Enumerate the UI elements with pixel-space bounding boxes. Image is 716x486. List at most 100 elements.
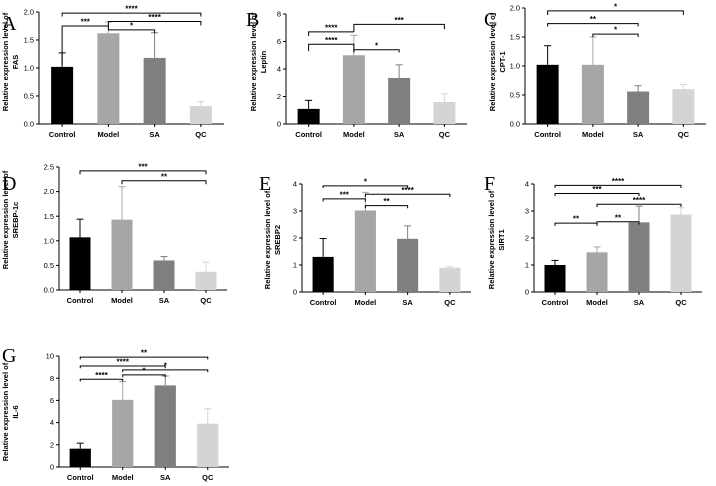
significance-bracket	[547, 23, 639, 27]
significance-label: ***	[340, 190, 350, 199]
significance-bracket	[308, 43, 355, 52]
significance-label: ***	[592, 185, 602, 194]
x-tick-label: SA	[149, 130, 160, 139]
significance-label: ****	[125, 5, 138, 14]
significance-label: **	[573, 215, 580, 224]
significance-label: ****	[117, 357, 130, 366]
panel-letter: C	[484, 9, 497, 31]
y-tick-label: 1.0	[44, 236, 54, 245]
bar-qc	[195, 271, 217, 290]
x-tick-label: QC	[675, 298, 687, 307]
bar-qc	[439, 267, 461, 292]
y-axis-title-line2: SREBP2	[273, 225, 282, 255]
bar-control	[69, 237, 91, 290]
significance-bracket	[364, 193, 451, 197]
y-tick-label: 2.0	[24, 8, 34, 17]
panel-letter: E	[259, 173, 271, 195]
y-tick-label: 1.5	[44, 212, 54, 221]
y-tick-label: 0	[277, 120, 281, 129]
significance-bracket	[364, 205, 409, 209]
y-tick-label: 1.0	[510, 62, 520, 71]
significance-bracket	[353, 23, 445, 32]
x-tick-label: Control	[67, 473, 94, 482]
x-tick-label: SA	[159, 296, 170, 305]
y-axis-title: Relative expression level ofSREBP-1c	[1, 170, 20, 269]
y-tick-label: 2	[293, 234, 297, 243]
y-tick-label: 2.0	[510, 4, 520, 13]
bar-qc	[433, 102, 456, 124]
chart-panel-e: E 0 1 2 3 4 Relative expression level ofSREBP2…	[259, 173, 471, 307]
significance-label: ****	[401, 186, 414, 195]
x-tick-label: Control	[49, 130, 76, 139]
bar-control	[69, 448, 91, 467]
y-axis-title: Relative expression level ofCPT-1	[488, 12, 507, 111]
bar-model	[581, 64, 604, 124]
x-tick-label: SA	[402, 298, 413, 307]
significance-label: ****	[95, 371, 108, 380]
x-tick-label: Control	[67, 296, 94, 305]
significance-bracket	[122, 369, 209, 373]
significance-label: *	[142, 366, 146, 375]
x-tick-label: Model	[343, 130, 365, 139]
y-tick-label: 10	[46, 352, 54, 361]
x-tick-label: QC	[439, 130, 451, 139]
y-tick-label: 1	[525, 261, 529, 270]
significance-label: ****	[325, 23, 338, 32]
bar-sa	[388, 77, 411, 124]
x-tick-label: QC	[195, 130, 207, 139]
significance-label: ****	[325, 36, 338, 45]
x-tick-label: Model	[98, 130, 120, 139]
y-tick-label: 3	[293, 207, 297, 216]
x-tick-label: SA	[394, 130, 405, 139]
significance-label: ***	[138, 162, 148, 171]
significance-bracket	[122, 374, 166, 378]
bar-model	[586, 252, 608, 292]
y-axis-title-line1: Relative expression level of	[249, 12, 258, 111]
bar-control	[297, 108, 320, 124]
significance-bracket	[554, 192, 640, 197]
significance-label: ****	[612, 177, 625, 186]
y-tick-label: 4	[525, 180, 529, 189]
bar-control	[312, 256, 334, 292]
y-tick-label: 1	[293, 261, 297, 270]
significance-bracket	[79, 356, 209, 360]
x-tick-label: QC	[444, 298, 456, 307]
bar-qc	[670, 214, 692, 292]
panel-letter: B	[246, 9, 259, 31]
y-tick-label: 1.0	[24, 64, 34, 73]
bar-control	[544, 265, 566, 292]
y-tick-label: 0.5	[24, 92, 34, 101]
bar-model	[97, 33, 120, 124]
bar-model	[354, 210, 376, 292]
y-axis-title: Relative expression level ofLeptin	[249, 12, 268, 111]
bar-model	[342, 55, 365, 124]
significance-bracket	[121, 180, 207, 185]
panel-letter: A	[2, 13, 17, 35]
panel-letter: G	[2, 345, 16, 367]
bar-model	[112, 399, 134, 467]
y-axis-title: Relative expression level ofIL-6	[1, 362, 20, 461]
x-tick-label: Model	[586, 298, 608, 307]
bar-sa	[627, 91, 650, 124]
chart-panel-f: F 0 1 2 3 4 Relative expression level ofSIRT1 C…	[484, 173, 702, 307]
bar-qc	[197, 423, 219, 467]
significance-label: **	[615, 213, 622, 222]
y-tick-label: 8	[277, 10, 281, 19]
significance-bracket	[79, 365, 166, 369]
y-axis-title-line2: SIRT1	[497, 229, 506, 250]
y-tick-label: 4	[277, 65, 281, 74]
y-tick-label: 3	[525, 207, 529, 216]
significance-label: ****	[633, 196, 646, 205]
bar-sa	[143, 57, 166, 124]
y-tick-label: 1.5	[24, 36, 34, 45]
y-axis-title-line1: Relative expression level of	[1, 12, 10, 111]
significance-bracket	[322, 198, 366, 202]
significance-bracket	[554, 184, 682, 189]
y-tick-label: 4	[293, 180, 297, 189]
bar-control	[536, 64, 559, 124]
bar-model	[111, 219, 133, 290]
significance-label: *	[364, 177, 368, 186]
significance-label: *	[164, 361, 168, 370]
